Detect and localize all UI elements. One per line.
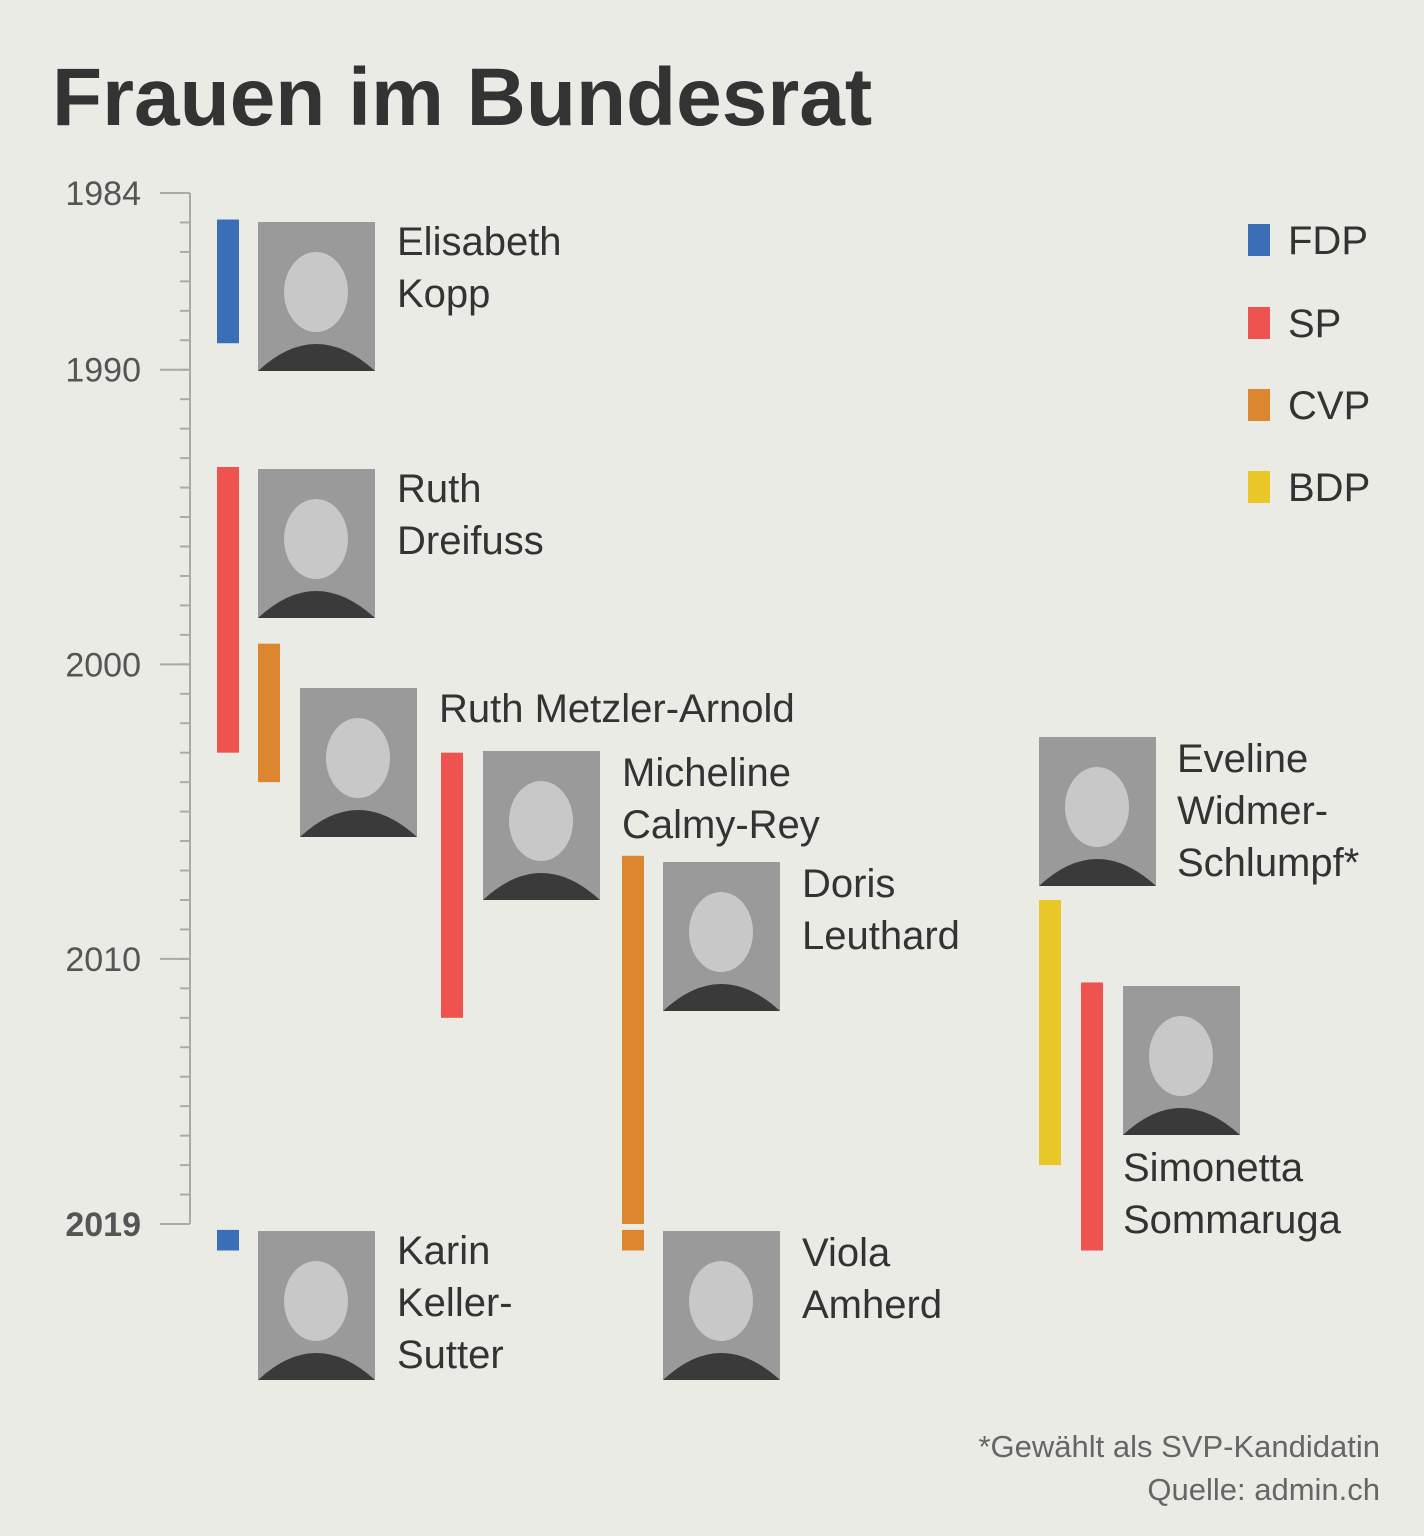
portrait-shoulders: [258, 344, 375, 371]
person-name: Viola: [802, 1231, 891, 1275]
term-bar: [1081, 982, 1103, 1251]
portrait-face: [689, 892, 753, 972]
portrait-face: [689, 1261, 753, 1341]
portrait-shoulders: [258, 1353, 375, 1380]
portrait-shoulders: [1039, 859, 1156, 886]
term-bar: [622, 855, 644, 1224]
person-name: Sommaruga: [1123, 1198, 1342, 1242]
legend-label: FDP: [1288, 219, 1368, 263]
person-name: Keller-: [397, 1281, 513, 1325]
portrait-shoulders: [483, 873, 600, 900]
chart-title: Frauen im Bundesrat: [52, 52, 872, 143]
person-name: Ruth Metzler-Arnold: [439, 687, 795, 731]
portrait-shoulders: [300, 810, 417, 837]
legend-swatch: [1248, 471, 1270, 503]
portrait-shoulders: [258, 591, 375, 618]
person-name: Calmy-Rey: [622, 803, 820, 847]
portrait-shoulders: [663, 984, 780, 1011]
portrait-face: [1065, 767, 1129, 847]
person-name: Kopp: [397, 272, 490, 316]
person-name: Amherd: [802, 1283, 942, 1327]
person-name: Simonetta: [1123, 1146, 1304, 1190]
person-name: Schlumpf*: [1177, 841, 1359, 885]
legend-swatch: [1248, 389, 1270, 421]
portrait-shoulders: [1123, 1108, 1240, 1135]
person-name: Leuthard: [802, 914, 960, 958]
term-bar: [258, 643, 280, 783]
portrait-shoulders: [663, 1353, 780, 1380]
person-name: Eveline: [1177, 737, 1308, 781]
legend-swatch: [1248, 224, 1270, 256]
person-name: Elisabeth: [397, 220, 562, 264]
term-bar: [217, 466, 239, 753]
legend-label: CVP: [1288, 384, 1370, 428]
footnote: *Gewählt als SVP-Kandidatin: [978, 1429, 1380, 1464]
portrait-face: [1149, 1016, 1213, 1096]
term-bar: [1039, 899, 1061, 1166]
term-bar: [217, 1229, 239, 1251]
person-name: Karin: [397, 1229, 490, 1273]
person-name: Ruth: [397, 467, 482, 511]
source: Quelle: admin.ch: [1147, 1472, 1380, 1507]
person-name: Sutter: [397, 1333, 504, 1377]
portrait-face: [284, 1261, 348, 1341]
portrait-face: [326, 718, 390, 798]
person-name: Doris: [802, 862, 895, 906]
term-bar: [217, 219, 239, 344]
legend-label: SP: [1288, 302, 1341, 346]
person-name: Widmer-: [1177, 789, 1328, 833]
y-tick-label: 2019: [65, 1206, 141, 1244]
portrait-face: [509, 781, 573, 861]
portrait-face: [284, 252, 348, 332]
person-name: Micheline: [622, 751, 791, 795]
y-tick-label: 1990: [65, 352, 141, 390]
person-name: Dreifuss: [397, 519, 544, 563]
y-tick-label: 2010: [65, 941, 141, 979]
legend-swatch: [1248, 307, 1270, 339]
term-bar: [441, 752, 463, 1018]
term-bar: [622, 1229, 644, 1251]
y-tick-label: 2000: [65, 646, 141, 684]
legend-label: BDP: [1288, 466, 1370, 510]
portrait-face: [284, 499, 348, 579]
y-tick-label: 1984: [65, 175, 141, 213]
